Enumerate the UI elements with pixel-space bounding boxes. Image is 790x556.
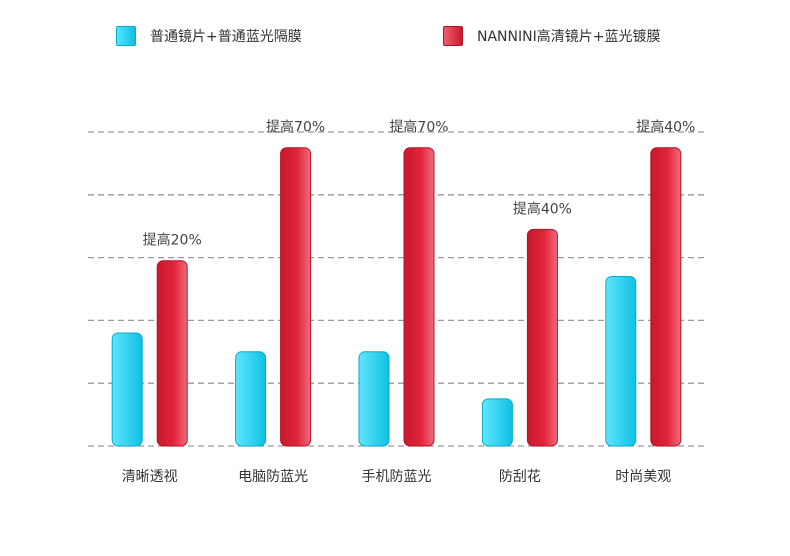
- category-label: 清晰透视: [122, 469, 178, 485]
- legend-item-normal: 普通镜片+普通蓝光隔膜: [116, 24, 302, 48]
- category-label: 时尚美观: [615, 469, 671, 485]
- category-label: 电脑防蓝光: [238, 469, 308, 485]
- bar-nannini-3: [526, 228, 558, 447]
- legend-label-nannini: NANNINI高清镜片+蓝光镀膜: [477, 29, 661, 45]
- legend-swatch-normal: [116, 26, 136, 46]
- legend-label-normal: 普通镜片+普通蓝光隔膜: [150, 29, 302, 45]
- bar-nannini-2: [403, 147, 435, 447]
- category-label: 防刮花: [499, 469, 541, 485]
- bars: [111, 147, 682, 447]
- legend-item-nannini: NANNINI高清镜片+蓝光镀膜: [443, 24, 660, 48]
- bar-normal-1: [235, 351, 267, 447]
- annotation-label: 提高70%: [266, 119, 325, 136]
- bar-nannini-1: [280, 147, 312, 447]
- labels: 提高20% 清晰透视 提高70% 电脑防蓝光 提高70% 手机防蓝光 提高40% 防刮花 提高4…: [122, 119, 696, 485]
- legend-swatch-nannini: [443, 26, 463, 46]
- bar-normal-4: [605, 275, 637, 447]
- annotation-label: 提高40%: [636, 119, 695, 136]
- gridlines: [88, 131, 705, 447]
- bar-normal-2: [358, 351, 390, 447]
- annotation-label: 提高70%: [389, 119, 448, 136]
- annotation-label: 提高20%: [143, 232, 202, 249]
- bar-nannini-4: [650, 147, 682, 447]
- category-label: 手机防蓝光: [362, 469, 432, 485]
- bar-nannini-0: [156, 260, 188, 447]
- bar-normal-3: [481, 398, 513, 447]
- annotation-label: 提高40%: [513, 200, 572, 217]
- bar-normal-0: [111, 332, 143, 447]
